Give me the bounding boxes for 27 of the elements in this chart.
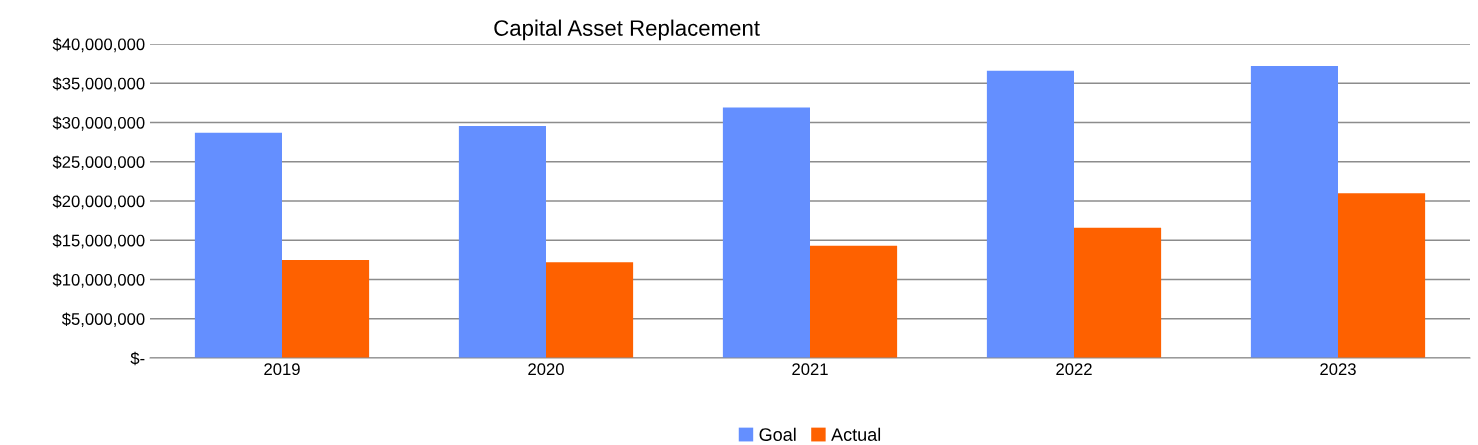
y-tick-label: $20,000,000 bbox=[52, 194, 145, 210]
bar bbox=[1074, 227, 1162, 358]
legend-label: Actual bbox=[831, 427, 881, 441]
bar bbox=[810, 245, 898, 358]
bar bbox=[194, 132, 282, 358]
bar bbox=[546, 262, 634, 358]
y-tick-label: $15,000,000 bbox=[52, 233, 145, 249]
x-tick-label: 2022 bbox=[1056, 363, 1092, 376]
bar bbox=[986, 70, 1074, 358]
legend-label: Goal bbox=[759, 427, 796, 441]
y-tick-label: $35,000,000 bbox=[52, 76, 145, 92]
chart-title: Capital Asset Replacement bbox=[494, 19, 760, 41]
bar bbox=[282, 259, 370, 358]
y-tick-label: $10,000,000 bbox=[52, 273, 145, 288]
x-tick-label: 2023 bbox=[1320, 363, 1356, 376]
bar bbox=[1338, 193, 1426, 358]
x-tick-label: 2021 bbox=[792, 363, 828, 376]
bar bbox=[1250, 65, 1338, 358]
y-tick-label: $5,000,000 bbox=[61, 312, 145, 327]
x-tick-label: 2020 bbox=[528, 363, 564, 376]
y-tick-label: $25,000,000 bbox=[52, 155, 145, 170]
x-tick-label: 2019 bbox=[264, 363, 300, 376]
bar bbox=[458, 126, 546, 358]
y-tick-label: $- bbox=[130, 351, 145, 366]
bar bbox=[722, 107, 810, 358]
y-tick-label: $30,000,000 bbox=[52, 116, 145, 131]
y-tick-label: $40,000,000 bbox=[52, 37, 145, 53]
